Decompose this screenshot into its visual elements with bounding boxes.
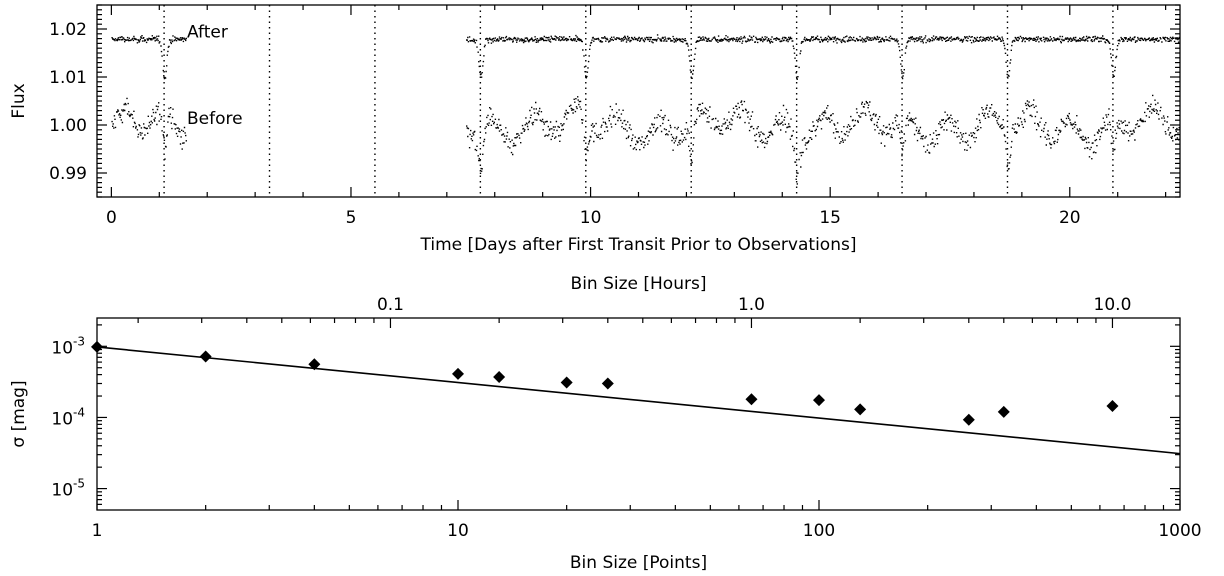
hours-tick-label: 0.1 [377, 295, 404, 315]
rms-point-11 [997, 405, 1010, 418]
top-x-axis-label-hours: Bin Size [Hours] [571, 274, 707, 294]
top-transit-lines [163, 5, 1114, 197]
top-panel-light-curve: 0 5 10 15 20 0.99 1.00 1.01 1.02 After Before Ti… [9, 4, 1181, 255]
rms-point-10 [962, 413, 975, 426]
top-ticks: 0 5 10 15 20 0.99 1.00 1.01 1.02 [49, 4, 1180, 228]
y-tick-exponent: -4 [73, 405, 85, 419]
bottom-x-tick-label: 100 [803, 521, 835, 541]
x-tick-label: 10 [580, 208, 602, 228]
bottom-y-axis-label: σ [mag] [9, 380, 29, 447]
rms-point-12 [1106, 399, 1119, 412]
y-tick-exponent: -3 [73, 334, 85, 348]
rms-point-8 [813, 394, 825, 407]
rms-point-0 [91, 340, 103, 353]
y-tick-label: 1.02 [49, 20, 87, 40]
rms-point-7 [745, 393, 758, 406]
rms-point-3 [452, 367, 464, 380]
y-tick-base: 10 [51, 338, 73, 358]
y-tick-label: 1.01 [49, 68, 87, 88]
bottom-x-tick-label: 10 [447, 521, 469, 541]
y-tick-base: 10 [51, 481, 73, 501]
bottom-x-tick-label: 1 [92, 521, 103, 541]
x-tick-label: 5 [346, 208, 357, 228]
top-plot-frame [96, 4, 1181, 198]
annotation-before: Before [187, 109, 243, 129]
x-tick-label: 20 [1059, 208, 1081, 228]
annotation-after: After [187, 22, 228, 42]
top-x-axis-label: Time [Days after First Transit Prior to … [420, 235, 857, 255]
hours-tick-label: 10.0 [1094, 295, 1132, 315]
binned-rms-points [91, 340, 1119, 426]
top-y-axis-label: Flux [9, 83, 29, 118]
rms-point-2 [308, 358, 321, 371]
x-tick-label: 0 [106, 208, 117, 228]
y-tick-label: 10-4 [51, 405, 85, 429]
flux-point-cloud [111, 34, 1180, 185]
bottom-plot-frame [96, 317, 1181, 511]
x-tick-label: 15 [819, 208, 841, 228]
y-tick-exponent: -5 [73, 477, 85, 491]
bottom-x-tick-label: 1000 [1158, 521, 1201, 541]
y-tick-label: 10-5 [51, 477, 85, 501]
hours-tick-label: 1.0 [738, 295, 765, 315]
rms-point-1 [199, 350, 212, 363]
y-tick-label: 10-3 [51, 334, 85, 358]
y-tick-base: 10 [51, 409, 73, 429]
bottom-x-axis-label: Bin Size [Points] [570, 553, 707, 573]
rms-point-4 [493, 371, 506, 384]
y-tick-label: 1.00 [49, 116, 87, 136]
top-flux-points [111, 34, 1180, 185]
white-noise-fit-line [96, 346, 1181, 455]
rms-point-9 [854, 403, 867, 416]
rms-point-5 [560, 376, 573, 389]
rms-point-6 [601, 377, 614, 390]
y-tick-label: 0.99 [49, 164, 87, 184]
